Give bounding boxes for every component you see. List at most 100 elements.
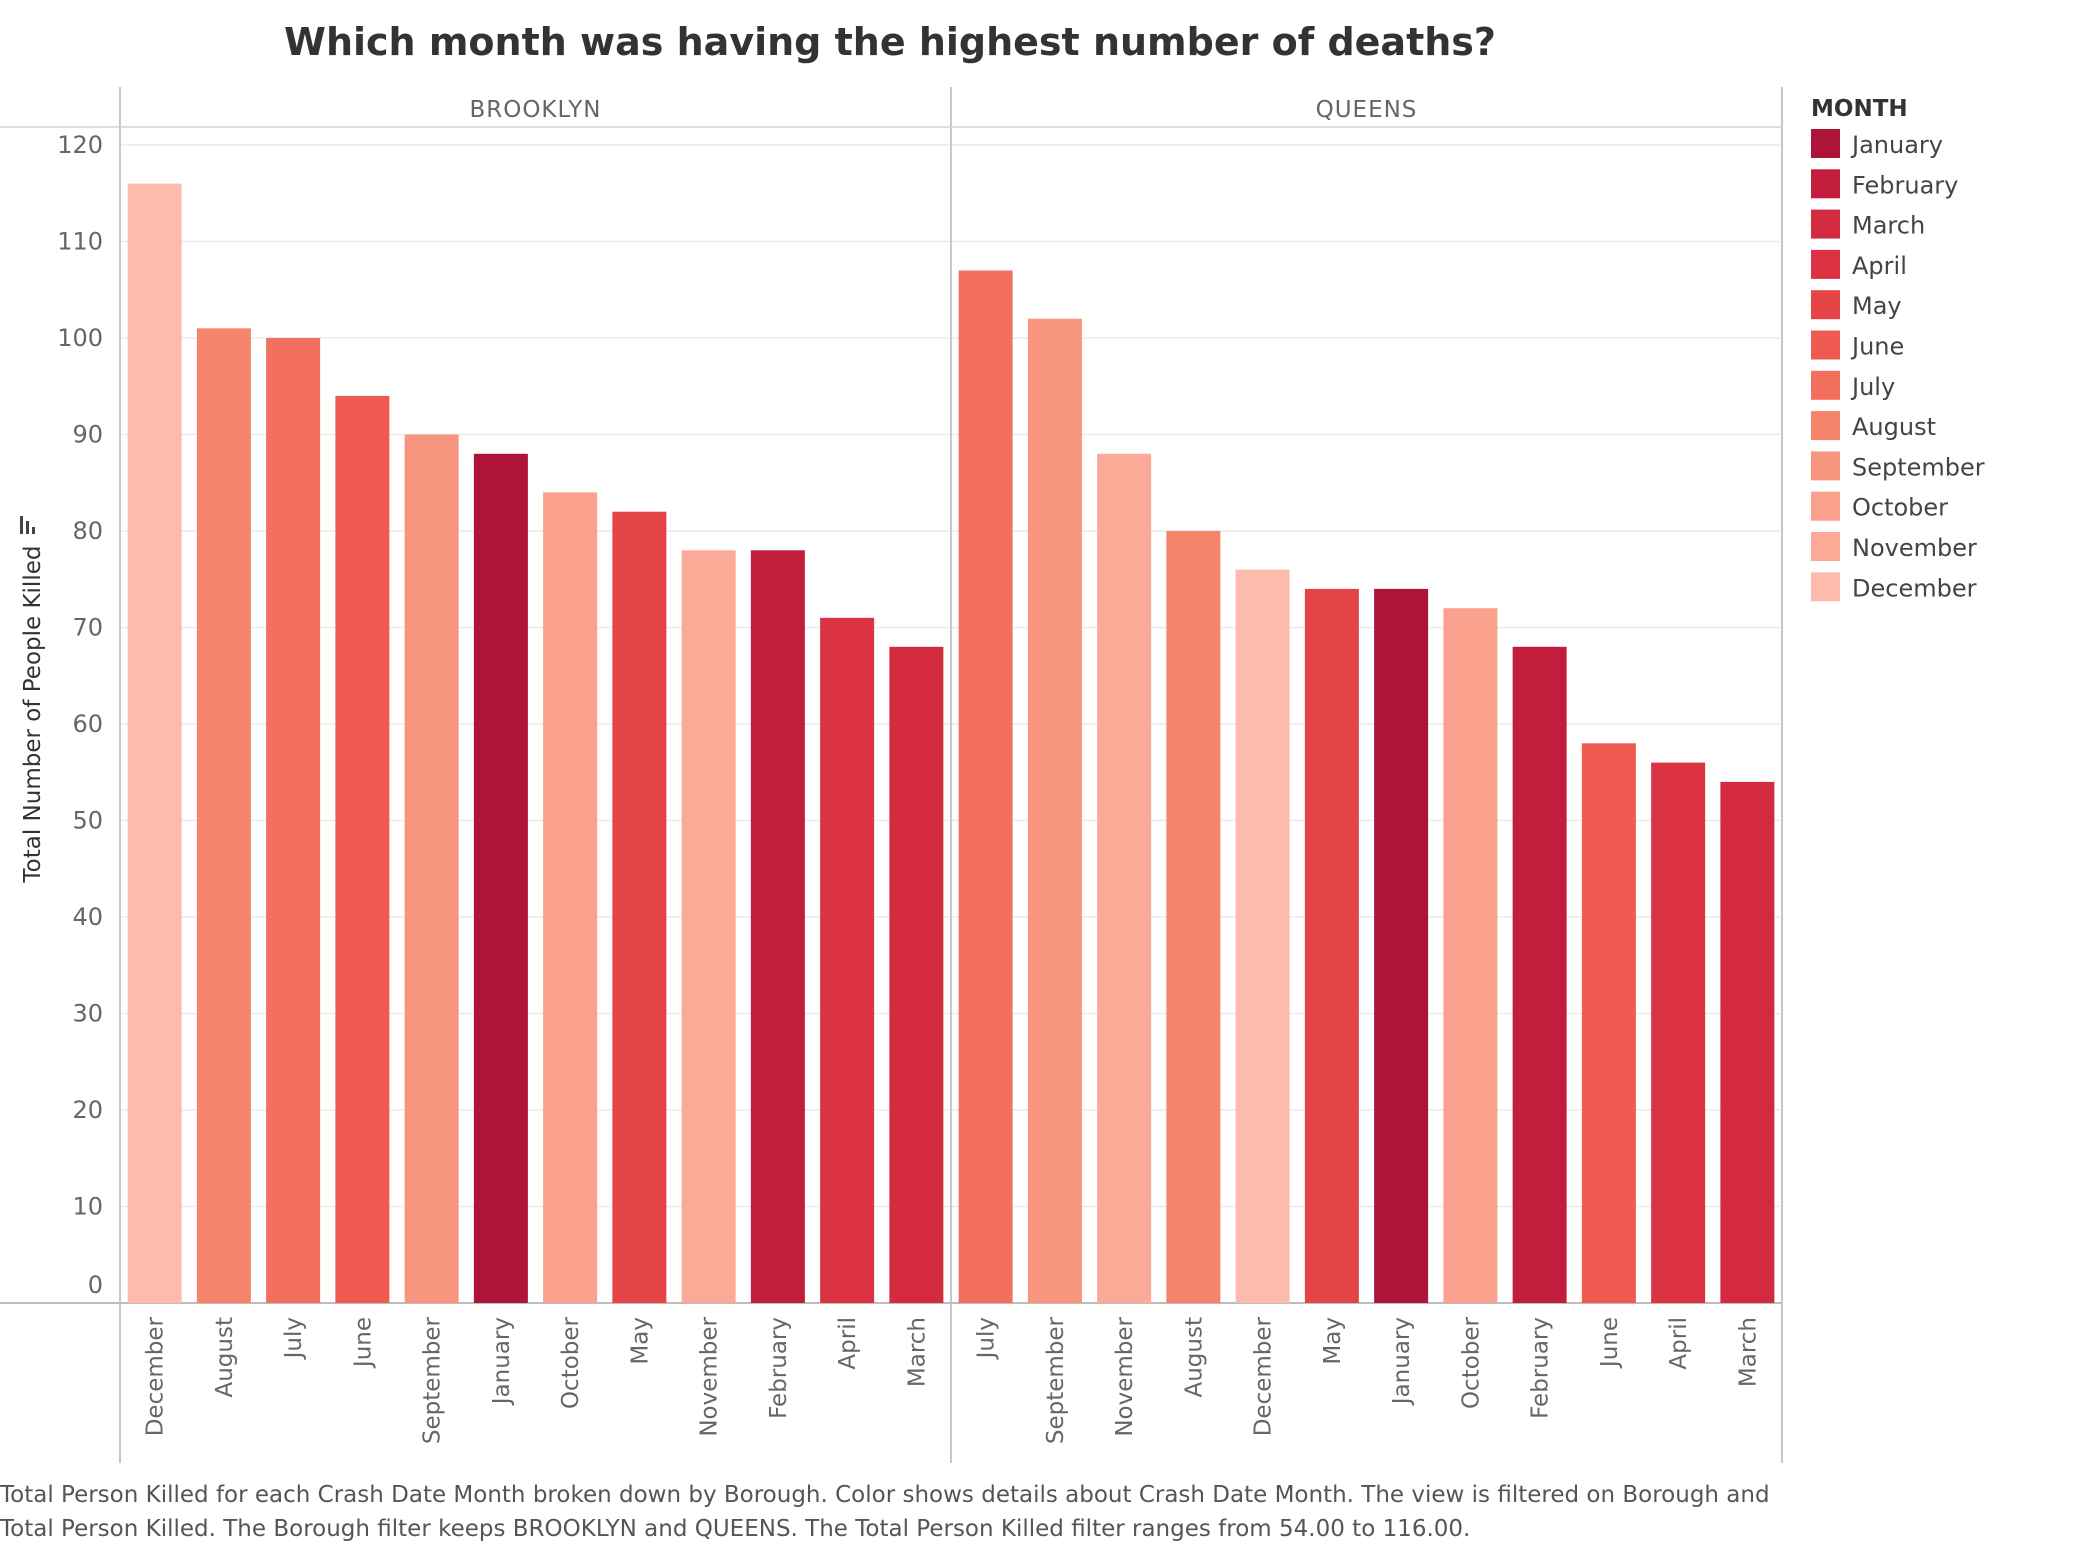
y-tick-label: 40 [72, 903, 103, 931]
legend-label: September [1852, 453, 1985, 481]
y-tick-label: 90 [72, 421, 103, 449]
x-tick-label: September [420, 1316, 446, 1444]
bar-brooklyn-january[interactable] [473, 453, 528, 1303]
legend-swatch [1811, 532, 1840, 561]
legend-swatch [1811, 411, 1840, 441]
bar-queens-july[interactable] [958, 270, 1013, 1304]
x-axis-ticks: December August July June September January Oc… [143, 1316, 1762, 1444]
caption-line-2: Total Person Killed. The Borough filter … [0, 1516, 1471, 1542]
legend-item-november[interactable]: November [1811, 532, 1977, 562]
legend-swatch [1811, 169, 1840, 199]
bar-brooklyn-may[interactable] [612, 511, 667, 1303]
bar-queens-october[interactable] [1443, 608, 1498, 1303]
x-tick-label: August [1181, 1317, 1207, 1398]
y-tick-label: 30 [72, 1000, 103, 1028]
y-tick-label: 10 [72, 1193, 103, 1221]
chart-title: Which month was having the highest numbe… [284, 20, 1496, 64]
bar-queens-december[interactable] [1235, 569, 1290, 1303]
bar-brooklyn-september[interactable] [404, 434, 459, 1304]
legend: MONTH January February March April May June Ju… [1811, 96, 1985, 602]
y-tick-label: 110 [57, 228, 103, 256]
x-tick-label: July [281, 1317, 307, 1360]
caption: Total Person Killed for each Crash Date … [0, 1478, 1800, 1546]
x-tick-label: May [627, 1317, 653, 1365]
legend-swatch [1811, 249, 1840, 279]
x-tick-label: January [1389, 1317, 1415, 1406]
x-tick-label: December [143, 1316, 169, 1436]
legend-item-february[interactable]: February [1811, 169, 1958, 199]
bar-queens-april[interactable] [1651, 762, 1706, 1303]
x-tick-label: February [1528, 1317, 1554, 1419]
bar-brooklyn-april[interactable] [820, 617, 875, 1303]
caption-line-1: Total Person Killed for each Crash Date … [0, 1482, 1770, 1508]
legend-swatch [1811, 330, 1840, 360]
bars [127, 183, 1775, 1304]
legend-item-october[interactable]: October [1811, 491, 1948, 522]
x-tick-label: January [489, 1317, 515, 1406]
legend-item-september[interactable]: September [1811, 451, 1985, 481]
legend-swatch [1811, 370, 1840, 400]
bar-brooklyn-october[interactable] [543, 492, 598, 1303]
legend-label: August [1852, 413, 1936, 441]
y-tick-label: 0 [88, 1271, 103, 1299]
bar-queens-september[interactable] [1027, 318, 1082, 1303]
legend-swatch [1811, 290, 1840, 320]
legend-item-may[interactable]: May [1811, 290, 1902, 320]
x-tick-label: September [1043, 1316, 1069, 1444]
bar-queens-march[interactable] [1720, 781, 1775, 1303]
bar-brooklyn-july[interactable] [266, 338, 321, 1303]
legend-label: January [1850, 131, 1943, 159]
y-tick-label: 100 [57, 324, 103, 352]
y-axis-ticks: 0 10 20 30 40 50 60 70 80 90 100 110 120 [57, 131, 103, 1299]
bar-queens-june[interactable] [1581, 743, 1636, 1303]
x-tick-label: March [904, 1317, 930, 1387]
legend-label: February [1852, 171, 1958, 199]
bar-queens-february[interactable] [1512, 646, 1567, 1303]
x-tick-label: December [1251, 1316, 1277, 1436]
x-tick-label: July [974, 1317, 1000, 1360]
x-tick-label: April [1666, 1317, 1692, 1370]
y-tick-label: 60 [72, 710, 103, 738]
legend-label: July [1850, 373, 1895, 401]
legend-label: December [1852, 574, 1977, 602]
x-tick-label: February [766, 1317, 792, 1419]
bar-queens-august[interactable] [1166, 531, 1221, 1303]
x-tick-label: March [1735, 1317, 1761, 1387]
legend-label: April [1852, 252, 1907, 280]
y-tick-label: 80 [72, 517, 103, 545]
x-tick-label: May [1320, 1317, 1346, 1365]
legend-item-january[interactable]: January [1811, 129, 1943, 159]
x-tick-label: August [212, 1317, 238, 1398]
bar-brooklyn-november[interactable] [681, 550, 736, 1303]
bar-brooklyn-august[interactable] [196, 328, 251, 1304]
y-tick-label: 70 [72, 614, 103, 642]
legend-item-april[interactable]: April [1811, 249, 1907, 280]
bar-brooklyn-june[interactable] [335, 395, 390, 1303]
panel-header-queens: QUEENS [1316, 97, 1418, 123]
y-tick-label: 120 [57, 131, 103, 159]
legend-item-march[interactable]: March [1811, 209, 1925, 240]
legend-item-july[interactable]: July [1811, 370, 1895, 401]
bar-queens-may[interactable] [1304, 588, 1359, 1303]
bar-brooklyn-december[interactable] [127, 183, 182, 1304]
bar-queens-november[interactable] [1097, 453, 1152, 1303]
bar-brooklyn-february[interactable] [750, 550, 805, 1303]
legend-label: May [1852, 292, 1902, 320]
legend-item-june[interactable]: June [1811, 330, 1904, 361]
bar-queens-january[interactable] [1374, 588, 1429, 1303]
x-tick-label: June [350, 1317, 376, 1369]
legend-label: November [1852, 534, 1977, 562]
legend-label: March [1852, 212, 1925, 240]
legend-item-august[interactable]: August [1811, 411, 1936, 441]
y-axis-label: Total Number of People Killed [20, 546, 46, 884]
x-tick-label: October [558, 1316, 584, 1409]
sort-icon[interactable] [20, 516, 35, 534]
legend-label: June [1850, 333, 1904, 361]
legend-title: MONTH [1811, 96, 1908, 122]
x-tick-label: November [1112, 1316, 1138, 1436]
panel-header-brooklyn: BROOKLYN [469, 97, 601, 123]
bar-brooklyn-march[interactable] [889, 646, 944, 1303]
legend-swatch [1811, 451, 1840, 481]
legend-item-december[interactable]: December [1811, 572, 1977, 602]
